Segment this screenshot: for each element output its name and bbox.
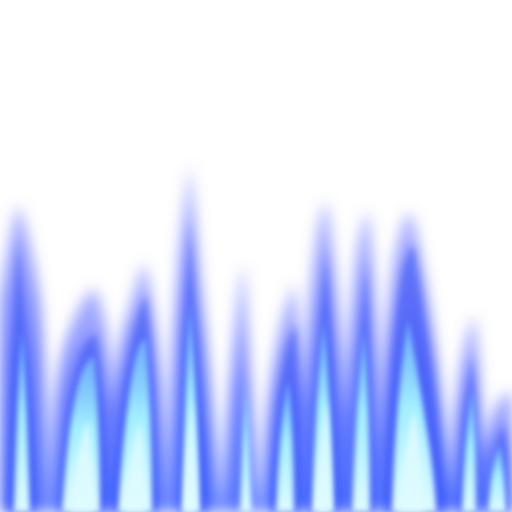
flame-core xyxy=(182,300,200,512)
flame-tongue-outer xyxy=(222,266,260,512)
flame-core xyxy=(240,380,252,512)
flame-core xyxy=(14,330,30,512)
flame-core xyxy=(276,380,294,512)
flame-core xyxy=(462,390,476,512)
flame-core xyxy=(352,330,370,512)
flame-core xyxy=(488,444,506,512)
